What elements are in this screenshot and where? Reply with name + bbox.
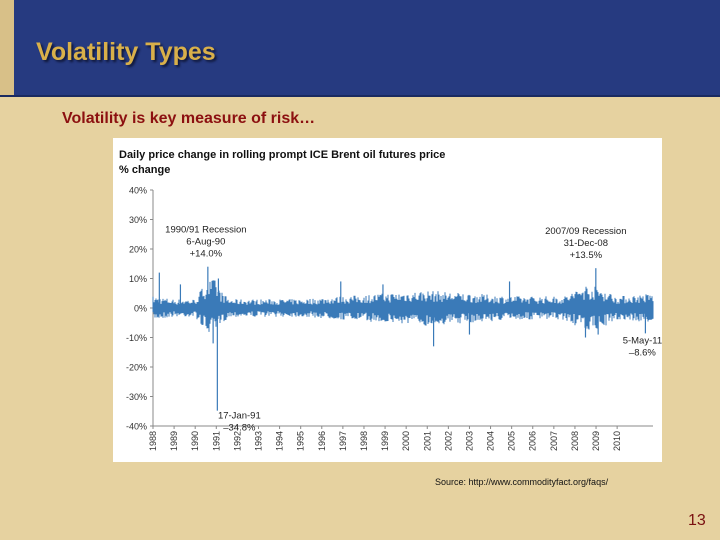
annotation-label: +13.5% (570, 250, 603, 261)
slide-title: Volatility Types (36, 38, 216, 66)
chart-panel: Daily price change in rolling prompt ICE… (113, 138, 662, 462)
y-axis-label: % change (119, 164, 170, 176)
annotation-label: +14.0% (190, 249, 223, 260)
y-tick-label: -40% (126, 422, 147, 432)
x-tick-label: 1992 (232, 431, 242, 451)
y-tick-label: -20% (126, 363, 147, 373)
y-tick-label: -30% (126, 392, 147, 402)
x-tick-label: 1993 (253, 431, 263, 451)
y-tick-label: 30% (129, 215, 147, 225)
x-tick-label: 1989 (169, 431, 179, 451)
series-band (152, 280, 654, 332)
volatility-chart: Daily price change in rolling prompt ICE… (119, 149, 662, 451)
x-tick-label: 1994 (275, 431, 285, 451)
title-bar (0, 0, 720, 97)
chart-axes: 40% 30% 20% 10% 0% -10% -20% -30% -40%1988 1989 19… (126, 186, 653, 451)
x-tick-label: 2002 (443, 431, 453, 451)
x-tick-label: 2001 (422, 431, 432, 451)
annotation-label: 6-Aug-90 (186, 237, 225, 248)
x-tick-label: 2004 (486, 431, 496, 451)
x-tick-label: 1998 (359, 431, 369, 451)
x-tick-label: 2008 (570, 431, 580, 451)
slide-subtitle: Volatility is key measure of risk… (62, 110, 316, 127)
x-tick-label: 2007 (549, 431, 559, 451)
x-tick-label: 1990 (190, 431, 200, 451)
annotation-label: 31-Dec-08 (564, 238, 608, 249)
annotation-label: –34.8% (223, 423, 256, 434)
annotation-label: –8.6% (629, 347, 656, 358)
chart-title: Daily price change in rolling prompt ICE… (119, 149, 445, 161)
title-bar-accent (0, 0, 14, 95)
x-tick-label: 1996 (317, 431, 327, 451)
y-tick-label: 40% (129, 186, 147, 196)
x-tick-label: 1988 (148, 431, 158, 451)
x-tick-label: 2003 (464, 431, 474, 451)
chart-plot-area (152, 266, 654, 411)
annotation-label: 1990/91 Recession (165, 225, 246, 236)
x-tick-label: 1991 (211, 431, 221, 451)
x-tick-label: 2005 (507, 431, 517, 451)
x-tick-label: 2000 (401, 431, 411, 451)
annotation-label: 5-May-11 (623, 335, 662, 346)
x-tick-label: 2009 (591, 431, 601, 451)
y-tick-label: 0% (134, 304, 147, 314)
page-number: 13 (688, 512, 706, 529)
annotation-label: 17-Jan-91 (218, 411, 261, 422)
y-tick-label: 10% (129, 274, 147, 284)
y-tick-label: 20% (129, 245, 147, 255)
annotation-label: 2007/09 Recession (545, 226, 626, 237)
x-tick-label: 1997 (338, 431, 348, 451)
x-tick-label: 1995 (296, 431, 306, 451)
y-tick-label: -10% (126, 333, 147, 343)
x-tick-label: 1999 (380, 431, 390, 451)
x-tick-label: 2010 (612, 431, 622, 451)
source-citation: Source: http://www.commodityfact.org/faq… (435, 477, 609, 487)
x-tick-label: 2006 (528, 431, 538, 451)
